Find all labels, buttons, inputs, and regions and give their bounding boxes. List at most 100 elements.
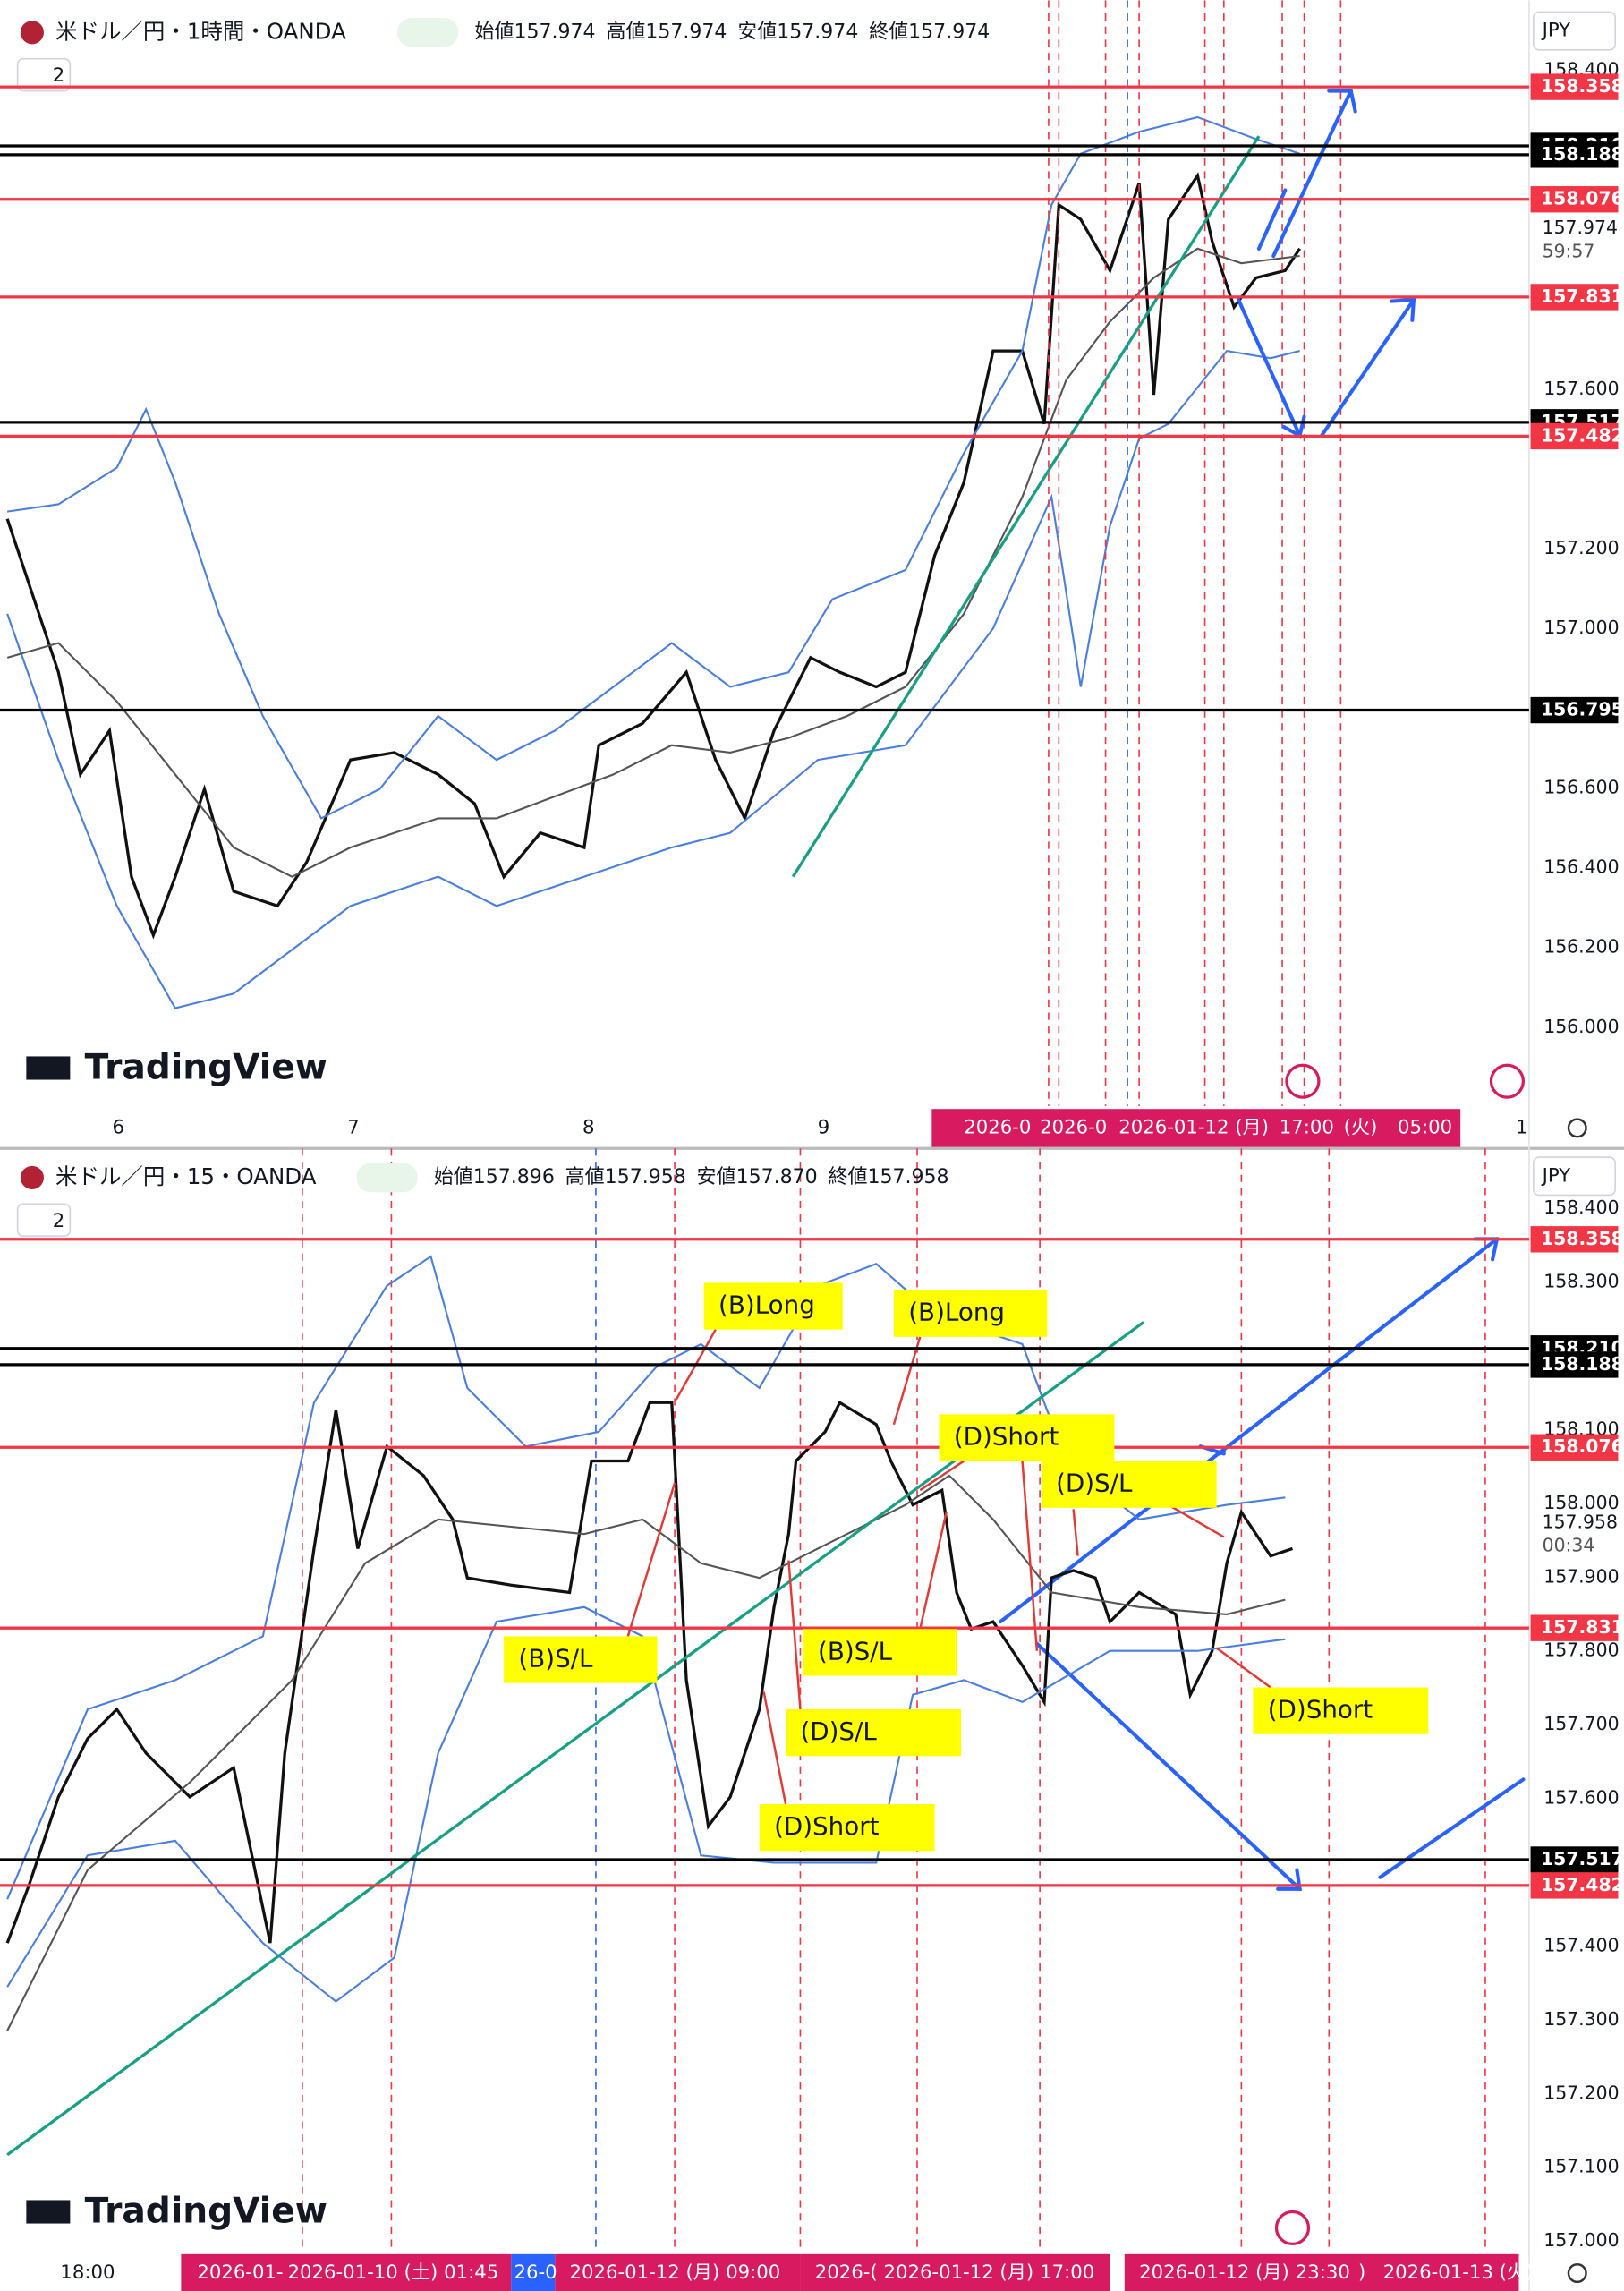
settings-icon <box>1567 2263 1587 2284</box>
currency: JPY <box>1541 1164 1571 1187</box>
price-tick: 157.700 <box>1543 1713 1619 1734</box>
settings-icon <box>1567 1118 1587 1138</box>
watermark-logo <box>26 1056 71 1080</box>
time-highlight <box>181 2253 512 2291</box>
level-label: 157.831 <box>1541 1616 1624 1638</box>
symbol: 米ドル／円・15・OANDA <box>55 1163 317 1189</box>
level-label-box <box>1530 696 1619 724</box>
annotation: (D)S/L <box>1056 1469 1133 1498</box>
currency: JPY <box>1541 20 1571 42</box>
countdown: 59:57 <box>1543 240 1595 261</box>
annotation: (D)Short <box>1268 1695 1373 1725</box>
event-icon <box>1285 1063 1321 1099</box>
time-highlight <box>555 2253 801 2291</box>
price-tick: 157.200 <box>1543 2082 1619 2103</box>
time-label: 8 <box>582 1116 595 1138</box>
level-label: 158.188 <box>1541 1353 1624 1375</box>
annotation-arrows <box>626 1329 1271 1805</box>
annotation: (B)Long <box>718 1290 815 1320</box>
indicator-count: 2 <box>53 64 64 87</box>
time-highlight-label: 26-0 <box>514 2261 557 2284</box>
indicator-count: 2 <box>53 1210 64 1232</box>
price-tick: 157.200 <box>1543 537 1619 558</box>
watermark: TradingView <box>85 1048 327 1088</box>
time-highlight-label: 05:00 <box>1398 1116 1452 1138</box>
watermark: TradingView <box>85 2192 327 2232</box>
current-price: 157.958 <box>1543 1511 1618 1532</box>
currency-box <box>1532 1156 1617 1197</box>
moving-average <box>6 1474 1286 2031</box>
time-highlight-label: 09:00 <box>726 2261 780 2284</box>
arrows <box>999 89 1526 1891</box>
level-label: 157.831 <box>1541 285 1624 307</box>
price-tick: 156.000 <box>1543 1016 1619 1037</box>
currency-box <box>1532 11 1617 51</box>
flag-icon <box>1489 1063 1526 1099</box>
ohlc-value: 始値157.896 <box>434 1166 555 1188</box>
price-tick: 157.000 <box>1543 617 1619 638</box>
annotation-box <box>1253 1687 1429 1734</box>
time-highlight <box>511 2253 556 2291</box>
level-label-box <box>1530 1434 1619 1461</box>
price-tick: 156.200 <box>1543 936 1619 958</box>
level-label: 157.482 <box>1541 1874 1624 1895</box>
time-highlight-label: 2026-( <box>815 2261 878 2284</box>
time-highlight-label: 17:00 <box>1280 1116 1334 1138</box>
time-highlight-label: 2026-0 <box>964 1116 1031 1138</box>
level-label-box <box>1530 1351 1619 1378</box>
time-label: 1 <box>1516 1116 1528 1138</box>
indicator-toggle <box>16 57 72 92</box>
level-label-box <box>1530 1846 1619 1873</box>
annotation-box <box>1041 1461 1217 1508</box>
price-tick: 158.400 <box>1543 1197 1619 1218</box>
price-tick: 157.600 <box>1543 1787 1619 1809</box>
flag <box>20 21 44 45</box>
vertical-markers <box>302 0 1486 2250</box>
time-highlight <box>800 2253 1110 2291</box>
time-highlight-label: 17:00 <box>1040 2261 1094 2284</box>
price-path <box>5 172 1302 940</box>
time-label: 6 <box>112 1116 123 1138</box>
annotation: (B)S/L <box>518 1644 593 1674</box>
time-highlight-label: 2026-0 <box>1040 1116 1107 1138</box>
annotation: (D)Short <box>774 1811 880 1841</box>
annotation: (B)S/L <box>818 1636 893 1665</box>
time-highlight-label: 23:30 <box>1296 2261 1350 2284</box>
time-highlight-label: 2026-01-12 (月) <box>1139 2261 1289 2284</box>
flag <box>20 1165 44 1189</box>
time-highlight <box>1124 2253 1519 2291</box>
price-tick: 156.400 <box>1543 856 1619 878</box>
price-tick: 157.900 <box>1543 1565 1619 1587</box>
level-label-box <box>1530 1614 1619 1641</box>
status-badge <box>356 1163 418 1193</box>
bollinger-upper <box>7 115 1300 820</box>
indicator-toggle <box>16 1203 72 1238</box>
current-price: 157.974 <box>1543 217 1618 238</box>
time-highlight-label: (火) <box>1344 1116 1378 1138</box>
symbol: 米ドル／円・1時間・OANDA <box>55 18 346 44</box>
ohlc-value: 安値157.974 <box>737 21 858 43</box>
level-label-box <box>1530 1872 1619 1899</box>
level-label: 158.188 <box>1541 143 1624 165</box>
annotation: (D)Short <box>954 1421 1059 1451</box>
price-tick: 157.300 <box>1543 2008 1619 2030</box>
level-label: 158.358 <box>1541 75 1624 97</box>
price-tick: 158.000 <box>1543 1492 1619 1513</box>
time-highlight-label: 2026-01-12 (月) <box>883 2261 1033 2284</box>
level-label-box <box>1530 141 1619 168</box>
annotation: (B)Long <box>908 1298 1005 1327</box>
level-label-box <box>1530 186 1619 213</box>
time-highlight-label: ) <box>1358 2261 1365 2284</box>
moving-average <box>6 247 1300 878</box>
trend-line <box>791 135 1261 878</box>
time-highlight-label: 2026-01-12 (月) <box>570 2261 720 2284</box>
level-label-box <box>1530 1226 1619 1253</box>
ohlc-value: 高値157.974 <box>606 21 727 43</box>
time-highlight-label: 2026-01-10 (土) <box>288 2261 438 2284</box>
level-label-box <box>1530 284 1619 311</box>
price-tick: 157.400 <box>1543 1934 1619 1955</box>
price-tick: 158.300 <box>1543 1271 1619 1292</box>
level-label: 158.076 <box>1541 188 1624 209</box>
annotation: (D)S/L <box>800 1716 877 1746</box>
